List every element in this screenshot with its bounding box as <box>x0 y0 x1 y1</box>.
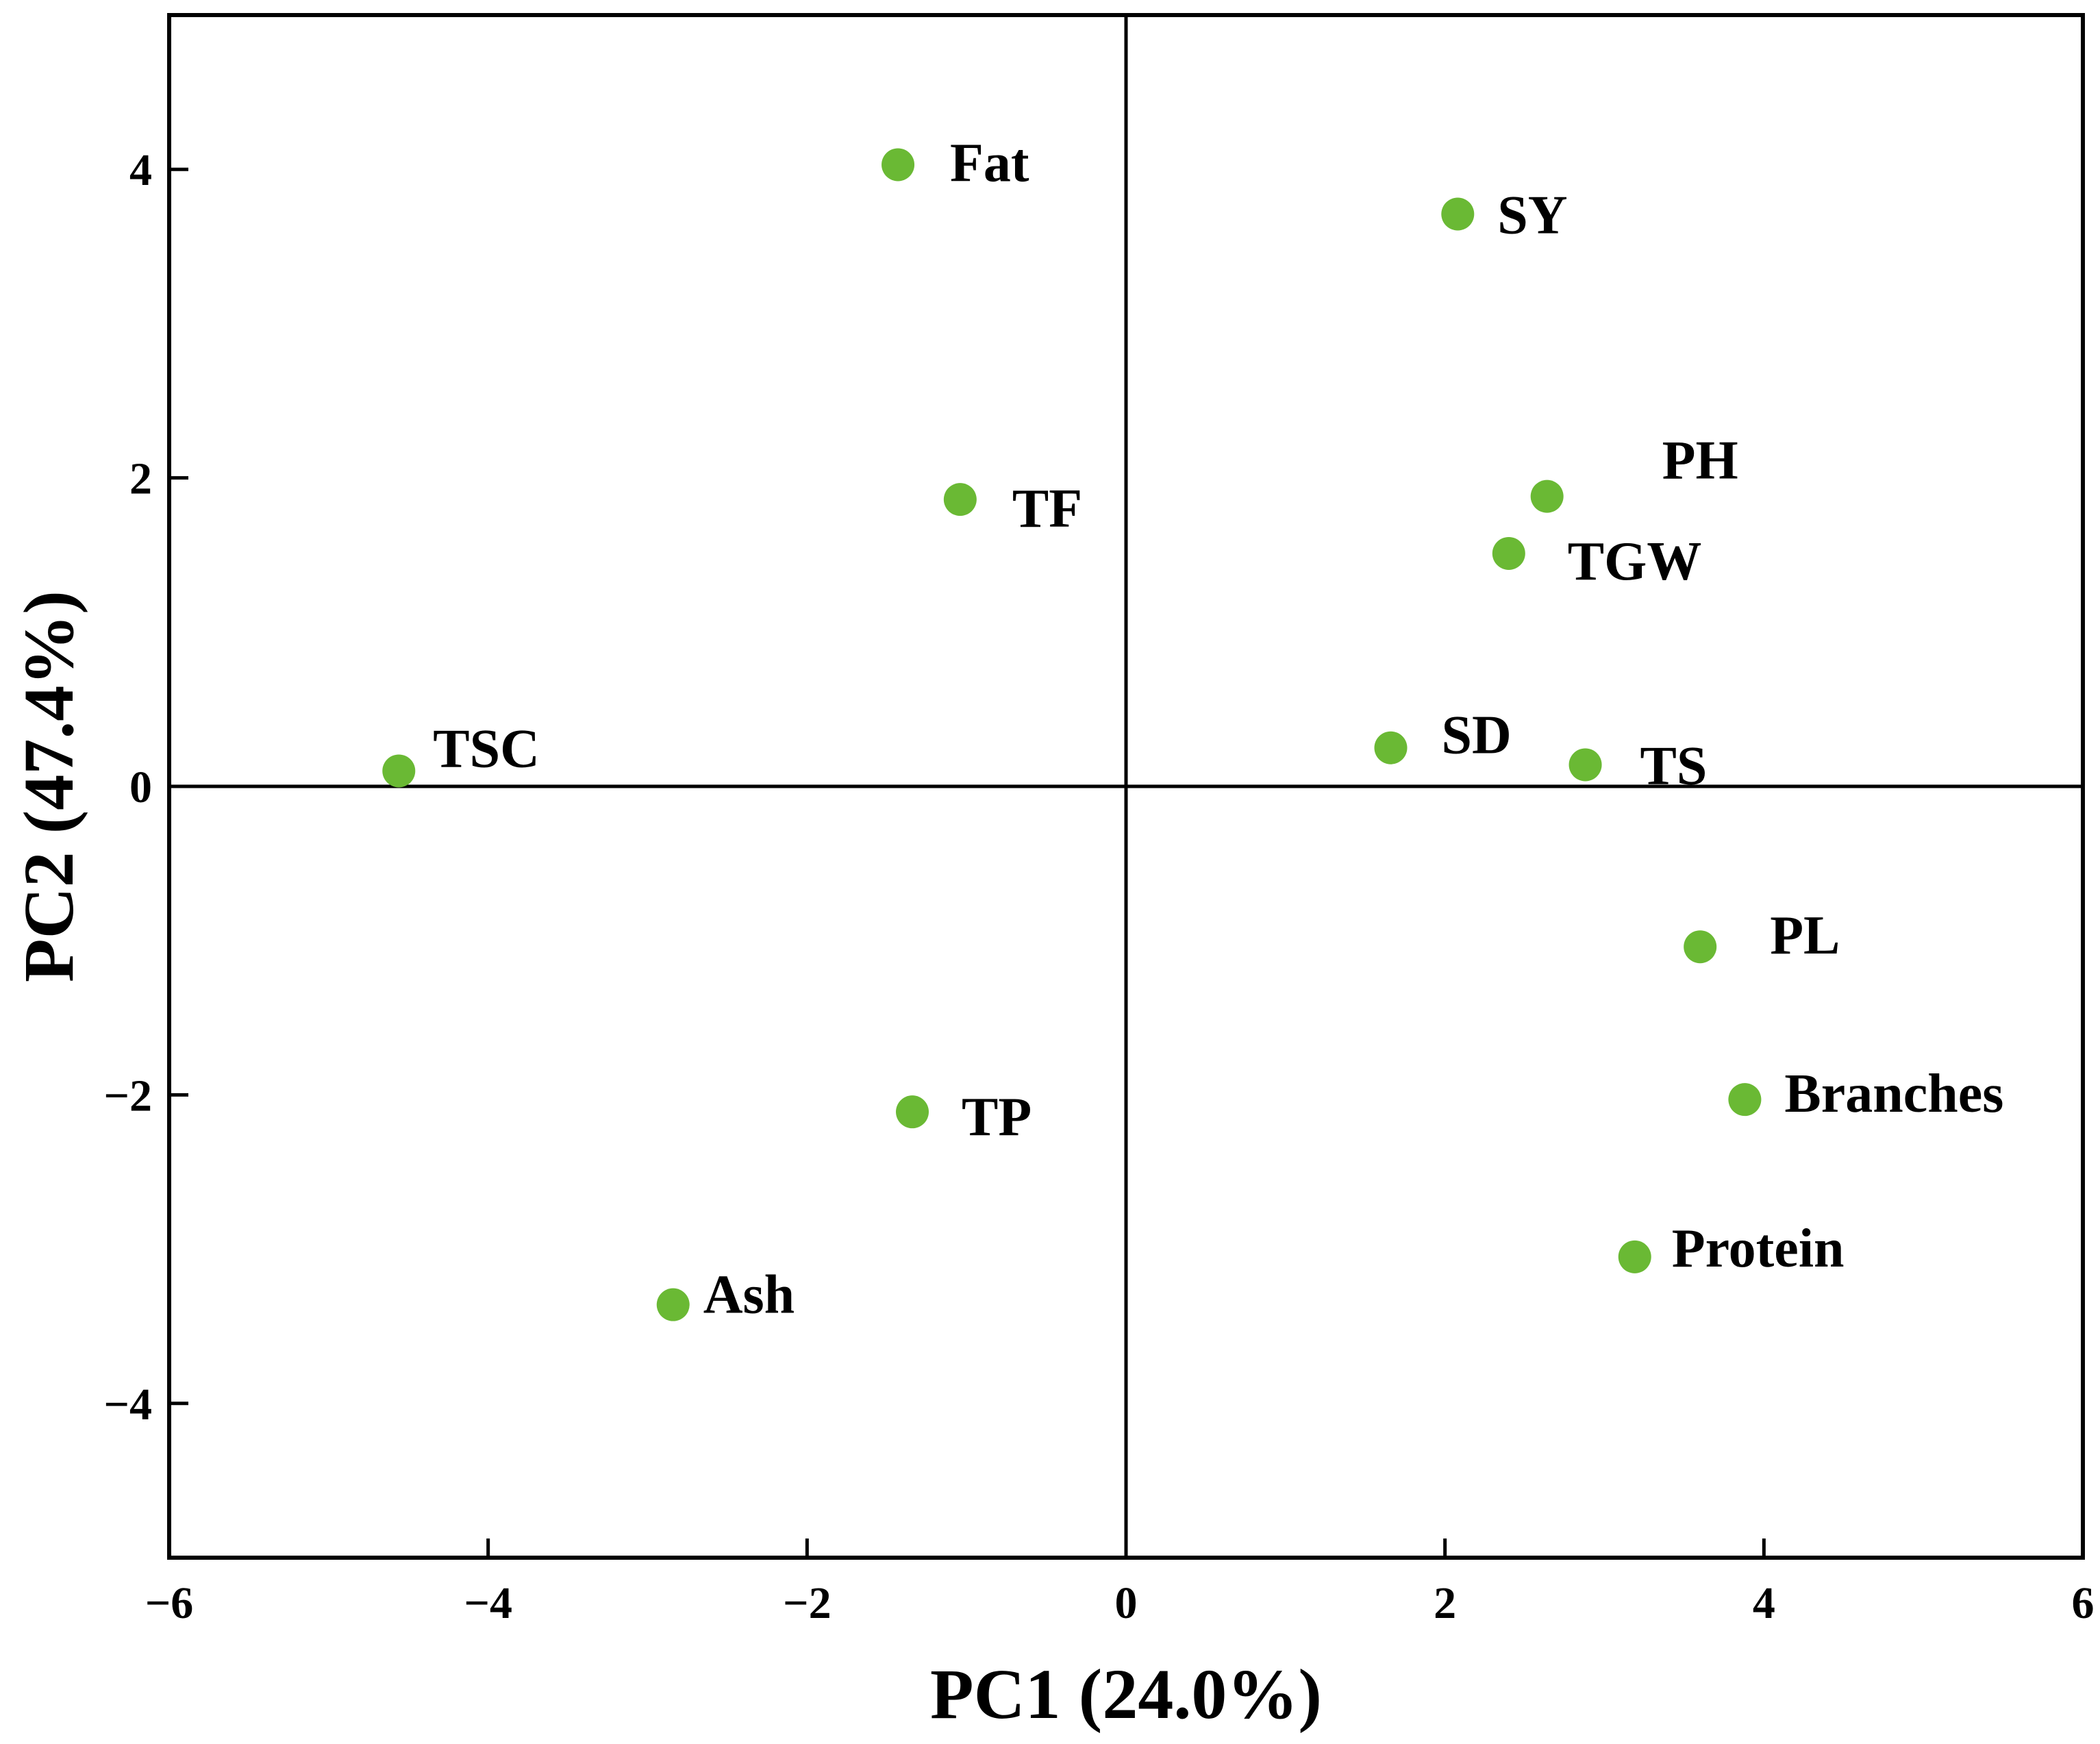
point-label: Branches <box>1784 1064 2003 1124</box>
point-label: TP <box>962 1087 1032 1147</box>
x-axis-title: PC1 (24.0%) <box>930 1655 1322 1734</box>
data-point <box>1728 1083 1762 1117</box>
point-label: TGW <box>1568 532 1702 592</box>
point-label: SY <box>1497 186 1567 246</box>
data-points: Fat SY TF PH TGW TSC SD TS PL Branches TP Protein As… <box>382 133 2003 1325</box>
data-point <box>896 1095 929 1129</box>
point-label: TF <box>1012 479 1082 539</box>
x-tick-label: 4 <box>1753 1578 1775 1628</box>
point-label: Protein <box>1672 1219 1845 1279</box>
y-tick-label: 2 <box>129 454 152 504</box>
point-label: SD <box>1442 706 1512 766</box>
data-point <box>1441 197 1475 231</box>
y-tick-label: −2 <box>103 1071 152 1121</box>
data-point <box>1684 930 1717 964</box>
x-tick-label: 2 <box>1434 1578 1456 1628</box>
point-label: PH <box>1662 431 1738 491</box>
x-tick-label: −6 <box>145 1578 194 1628</box>
data-point <box>1568 748 1602 782</box>
data-point <box>1492 536 1525 570</box>
data-point <box>943 483 977 516</box>
data-point <box>656 1288 690 1321</box>
x-tick-label: −2 <box>783 1578 832 1628</box>
point-label: Ash <box>703 1265 795 1325</box>
point-label: PL <box>1770 906 1840 966</box>
y-tick-label: 4 <box>129 145 152 195</box>
data-point <box>882 148 915 182</box>
y-tick-label: 0 <box>129 762 152 812</box>
y-axis-ticks: −4 −2 0 2 4 <box>103 145 188 1430</box>
x-tick-label: −4 <box>464 1578 512 1628</box>
point-label: TSC <box>433 719 540 779</box>
y-tick-label: −4 <box>103 1380 152 1430</box>
data-point <box>382 754 416 788</box>
x-tick-label: 6 <box>2072 1578 2095 1628</box>
point-label: Fat <box>950 133 1029 193</box>
x-tick-label: 0 <box>1115 1578 1138 1628</box>
data-point <box>1618 1240 1651 1273</box>
x-axis-ticks: −6 −4 −2 0 2 4 6 <box>145 1539 2095 1628</box>
data-point <box>1530 479 1564 513</box>
data-point <box>1374 731 1408 764</box>
point-label: TS <box>1640 736 1708 796</box>
y-axis-title: PC2 (47.4%) <box>10 590 88 982</box>
